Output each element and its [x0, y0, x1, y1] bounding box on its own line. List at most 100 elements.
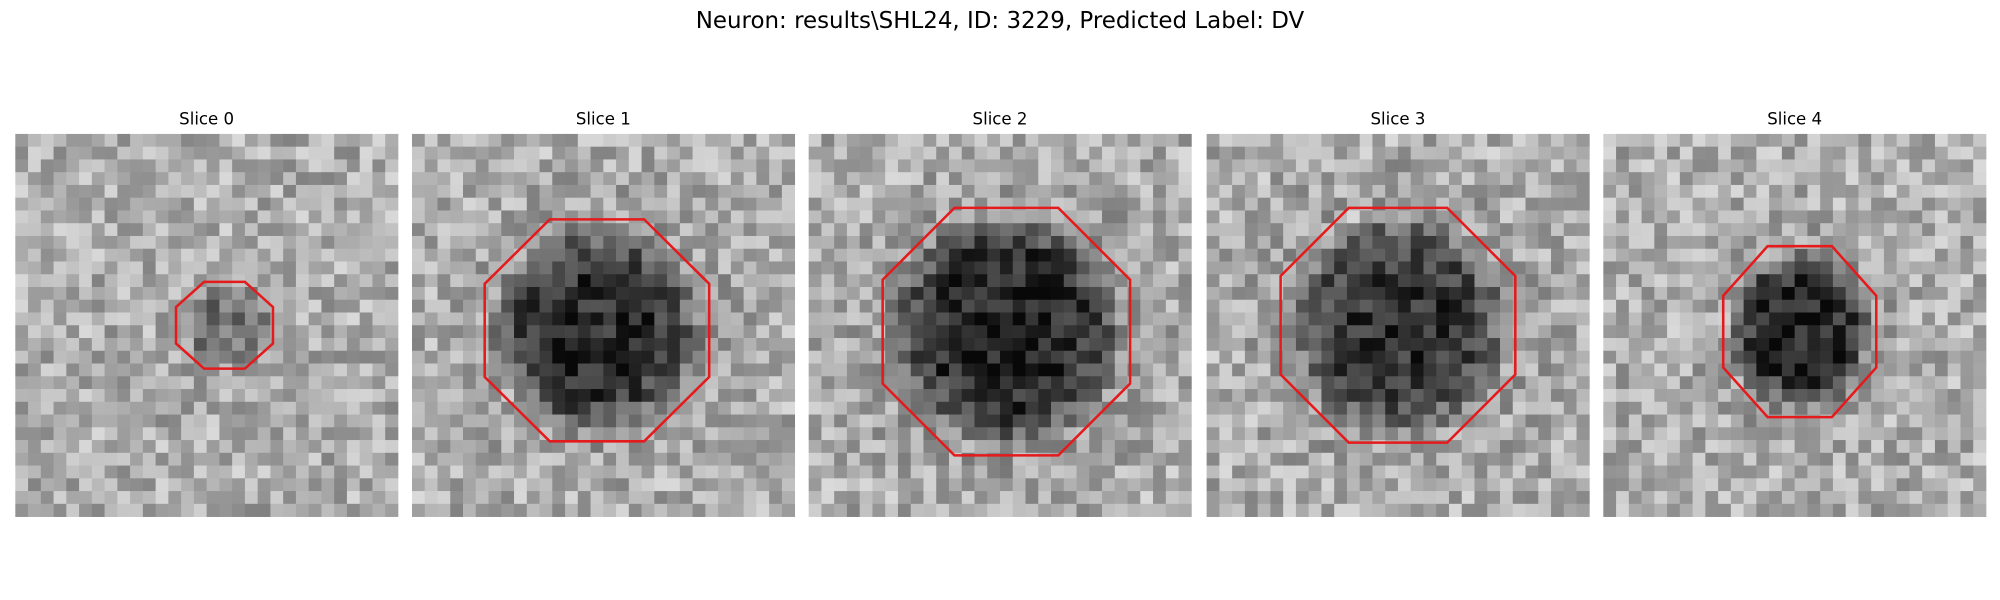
pixel — [743, 274, 757, 288]
pixel — [117, 478, 131, 492]
pixel — [1922, 389, 1936, 403]
pixel — [130, 261, 144, 275]
pixel — [1448, 389, 1463, 403]
pixel — [923, 274, 937, 288]
pixel — [1206, 414, 1220, 428]
pixel — [1769, 210, 1783, 224]
pixel — [1512, 159, 1526, 173]
pixel — [1628, 159, 1642, 173]
pixel — [1385, 414, 1399, 428]
pixel — [1474, 491, 1488, 505]
pixel — [1359, 312, 1373, 326]
pixel — [308, 389, 322, 403]
pixel — [1667, 465, 1681, 479]
pixel — [885, 261, 899, 275]
pixel — [53, 248, 67, 262]
pixel — [1858, 363, 1872, 377]
pixel — [244, 414, 259, 428]
pixel — [1769, 325, 1783, 339]
pixel — [1896, 427, 1910, 441]
pixel — [424, 465, 438, 479]
pixel — [1270, 503, 1284, 517]
pixel — [1551, 312, 1565, 326]
pixel — [936, 376, 950, 390]
pixel — [923, 172, 937, 186]
pixel — [488, 223, 502, 237]
pixel — [821, 184, 835, 199]
pixel — [1114, 223, 1128, 237]
pixel — [1883, 235, 1898, 250]
pixel — [53, 465, 67, 479]
pixel — [1525, 465, 1539, 479]
pixel — [1140, 452, 1154, 466]
pixel — [181, 223, 195, 237]
pixel — [834, 210, 848, 224]
pixel — [718, 172, 732, 186]
pixel — [885, 286, 899, 301]
pixel — [910, 133, 924, 148]
pixel — [526, 274, 540, 288]
pixel — [1538, 389, 1552, 403]
pixel — [1909, 133, 1923, 148]
pixel — [1654, 440, 1668, 454]
pixel — [616, 172, 630, 186]
pixel — [565, 440, 579, 454]
pixel — [1127, 184, 1141, 199]
pixel — [1692, 478, 1706, 492]
pixel — [1308, 503, 1322, 517]
pixel — [244, 159, 259, 173]
pixel — [91, 440, 105, 454]
pixel — [641, 503, 655, 517]
pixel — [130, 491, 144, 505]
pixel — [437, 274, 451, 288]
pixel — [1397, 159, 1412, 173]
pixel — [692, 197, 706, 211]
pixel — [1692, 159, 1706, 173]
pixel — [539, 184, 553, 199]
pixel — [1063, 286, 1077, 301]
pixel — [1308, 325, 1322, 339]
pixel — [1232, 427, 1246, 441]
pixel — [1000, 172, 1014, 186]
pixel — [1563, 376, 1577, 390]
pixel — [667, 401, 681, 415]
pixel — [1165, 248, 1179, 262]
pixel — [1012, 427, 1026, 441]
pixel — [667, 133, 681, 148]
pixel — [1474, 465, 1488, 479]
pixel — [1102, 261, 1116, 275]
pixel — [168, 427, 182, 441]
pixel — [257, 159, 271, 173]
pixel — [730, 350, 745, 364]
pixel — [1359, 491, 1373, 505]
pixel — [577, 363, 591, 377]
pixel — [1832, 414, 1847, 428]
pixel — [1781, 427, 1796, 441]
pixel — [641, 184, 655, 199]
pixel — [539, 427, 553, 441]
pixel — [577, 235, 591, 250]
pixel — [885, 338, 899, 352]
pixel — [1730, 312, 1745, 326]
pixel — [1051, 363, 1065, 377]
pixel — [1896, 159, 1910, 173]
pixel — [743, 414, 757, 428]
pixel — [834, 286, 848, 301]
pixel — [1385, 299, 1399, 313]
pixel — [270, 184, 284, 199]
pixel — [1896, 350, 1910, 364]
pixel — [1000, 325, 1014, 339]
pixel — [1461, 235, 1475, 250]
pixel — [1308, 286, 1322, 301]
pixel — [1051, 184, 1065, 199]
pixel — [1576, 440, 1590, 454]
pixel — [1858, 338, 1872, 352]
pixel — [769, 414, 783, 428]
pixel — [1436, 503, 1450, 517]
pixel — [1372, 133, 1386, 148]
pixel — [1334, 491, 1348, 505]
pixel — [79, 338, 93, 352]
pixel — [1244, 503, 1259, 517]
pixel — [885, 376, 899, 390]
pixel — [1947, 465, 1961, 479]
